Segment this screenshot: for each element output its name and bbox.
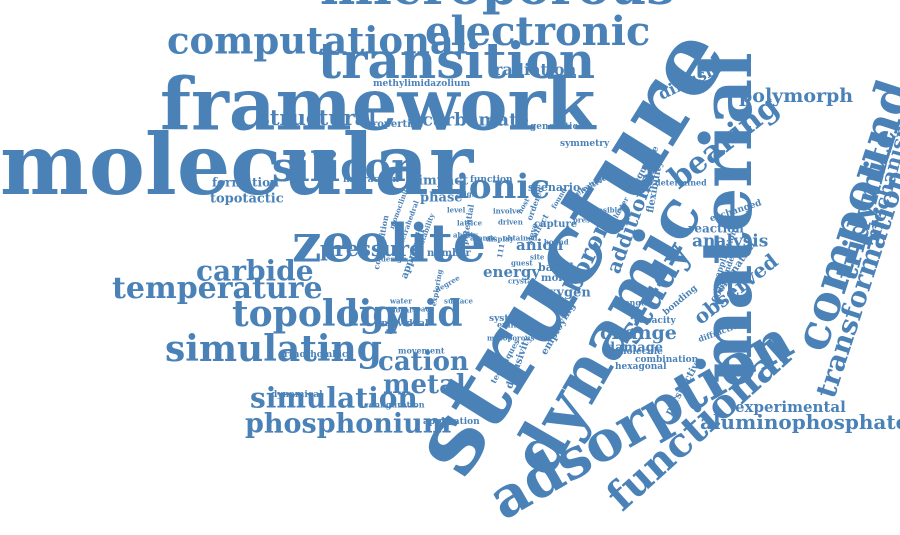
word-more: more (541, 273, 570, 284)
word-generation: generation (530, 121, 585, 132)
word-lattice: lattice (457, 218, 483, 228)
word-liquid: liquid (345, 293, 463, 336)
word-emission: emission (497, 319, 537, 330)
word-microporous: microporous (320, 0, 675, 12)
word-scenario: scenario (528, 181, 581, 195)
word-feasible: feasible (591, 205, 622, 215)
word-driven: driven (498, 217, 523, 227)
word-guest: guest (511, 258, 533, 268)
word-system: system (489, 313, 524, 324)
word-water: water (390, 296, 412, 306)
word-pressure: pressure (320, 236, 423, 262)
word-high: high (459, 189, 477, 199)
word-transition: transition (318, 31, 596, 90)
word-carbide: carbide (196, 254, 314, 288)
word-individual: individual (378, 318, 429, 329)
word-carbamate: carbamate (422, 109, 529, 131)
word-application: application (423, 416, 480, 427)
word-based: based (538, 261, 574, 275)
word-space: space (412, 304, 435, 314)
word-computational: computational (167, 18, 468, 63)
word-configuration: configuration (364, 399, 425, 410)
word-simulating: simulating (165, 328, 382, 371)
word-structural: structural (258, 105, 377, 131)
word-aluminophosphate: aluminophosphate (700, 410, 900, 434)
word-methylimidazolium: methylimidazolium (373, 78, 471, 89)
word-ability: ability (453, 230, 478, 240)
word-hexagonal: hexagonal (615, 361, 667, 372)
word-bound: bound (544, 237, 569, 247)
word-local: local (393, 305, 412, 315)
word-polymorph: polymorph (739, 84, 854, 107)
word-capture: capture (534, 219, 578, 230)
word-topology: topology (232, 293, 406, 336)
word-oxygen: oxygen (540, 285, 591, 301)
word-capacity: capacity (634, 315, 676, 326)
word-display: display (486, 234, 514, 244)
word-atomic: atomic (470, 233, 497, 243)
word-simulation: simulation (250, 381, 418, 415)
word-silicon: silicon (272, 144, 421, 191)
word-topotactic: topotactic (210, 191, 284, 207)
word-site: site (530, 252, 545, 262)
word-interaction: interaction (343, 174, 400, 185)
word-analysis: analysis (692, 231, 769, 252)
word-dynamical: dynamical (271, 389, 323, 400)
word-phosphonium: phosphonium (245, 408, 452, 440)
word-experimental: experimental (735, 398, 846, 416)
word-level: level (447, 205, 466, 215)
word-molecular: molecular (0, 114, 474, 214)
word-involve: involve (493, 206, 521, 216)
word-present: present (573, 215, 603, 225)
word-damage: damage (606, 340, 664, 356)
word-temperature: temperature (112, 271, 323, 306)
word-phase: phase (420, 190, 463, 206)
word-framework: framework (160, 61, 596, 147)
word-molecule: molecule (617, 346, 663, 357)
word-energy: energy (483, 263, 541, 281)
word-metal: metal (383, 370, 466, 401)
word-strength: strength (612, 297, 651, 308)
word-obtained: obtained (503, 233, 538, 243)
word-reaction: reaction (688, 221, 744, 236)
word-surface: surface (444, 296, 473, 306)
word-design: design (381, 254, 407, 264)
word-zeolite: zeolite (292, 213, 486, 275)
word-111: 111 (495, 242, 507, 259)
word-radiation: radiation (494, 60, 577, 80)
word-anion: anion (516, 236, 564, 254)
word-crystal: crystal (508, 276, 535, 286)
word-impact: impact (418, 173, 469, 189)
word-movement: movement (398, 345, 445, 356)
word-symmetry: symmetry (560, 138, 610, 149)
word-mesoporous: mesoporous (487, 333, 535, 343)
word-determined: determined (655, 177, 707, 188)
word-number: number (427, 248, 471, 259)
word-change: change (600, 321, 677, 344)
word-formation: formation (212, 175, 279, 190)
word-properties: properties (365, 119, 423, 130)
word-function: function (470, 174, 513, 185)
word-combination: combination (635, 354, 699, 365)
word-electronic: electronic (425, 8, 651, 55)
word-cation: cation (378, 347, 469, 378)
word-orthorhombic: orthorhombic (278, 349, 348, 360)
word-ionic: ionic (456, 166, 550, 207)
